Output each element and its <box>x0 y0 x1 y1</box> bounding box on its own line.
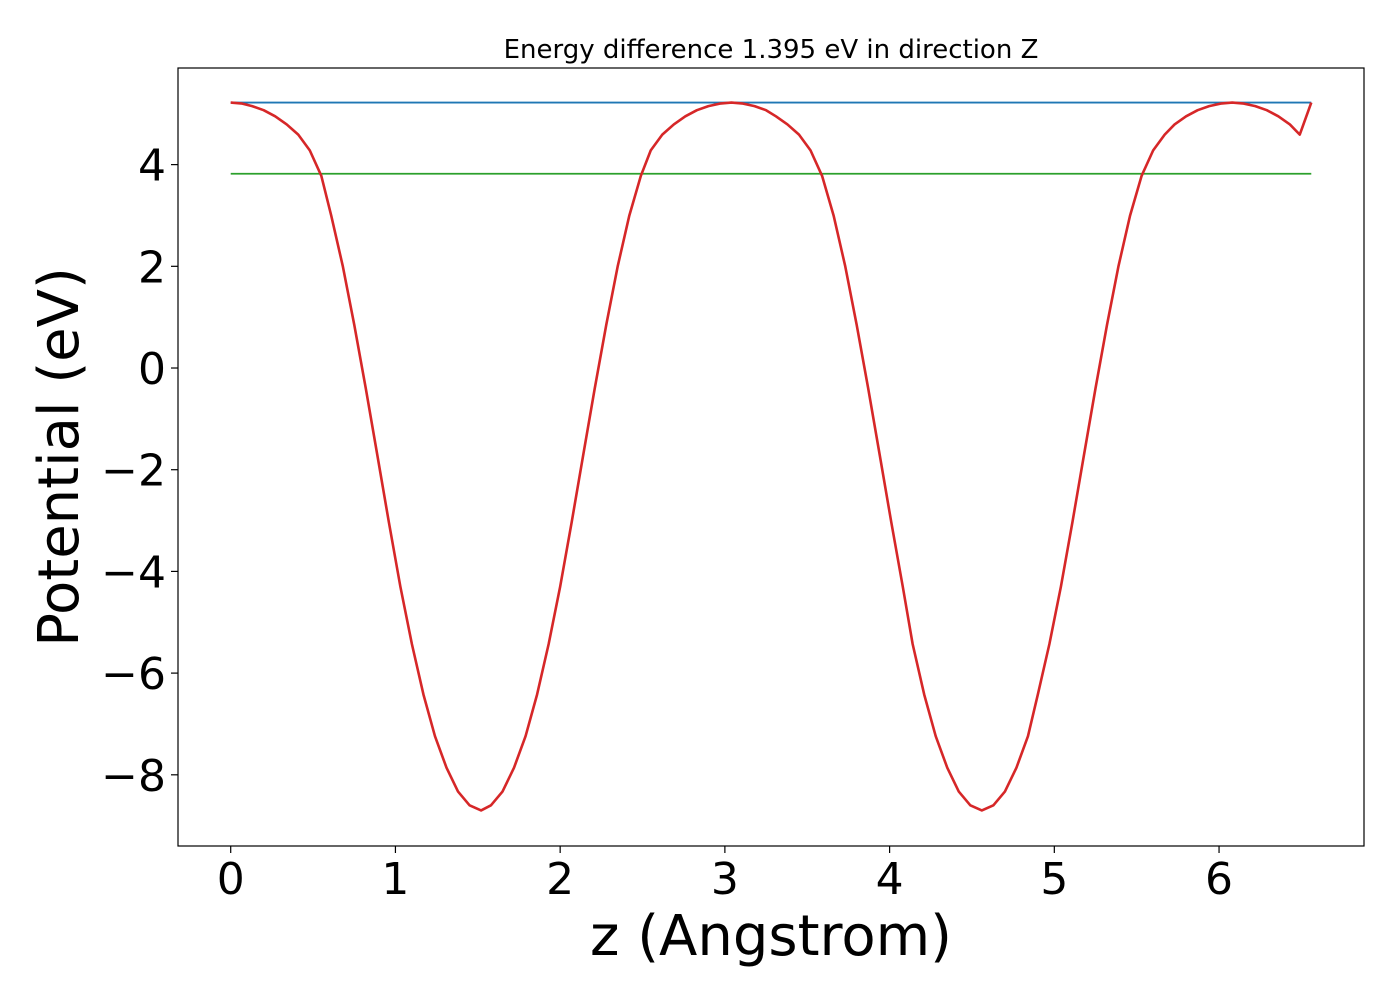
y-axis-label: Potential (eV) <box>27 267 92 647</box>
y-tick-label: −2 <box>101 446 166 497</box>
x-tick-label: 1 <box>381 854 409 905</box>
x-tick-label: 2 <box>546 854 574 905</box>
x-tick-label: 3 <box>711 854 739 905</box>
x-tick-label: 4 <box>876 854 904 905</box>
y-axis: −8 −6 −4 −2 0 2 4 <box>101 141 178 802</box>
x-tick-label: 0 <box>217 854 245 905</box>
plot-frame <box>177 67 1365 847</box>
y-tick-label: −4 <box>101 547 166 598</box>
x-axis-label: z (Angstrom) <box>590 904 952 969</box>
y-tick-label: 4 <box>138 141 166 192</box>
chart-title: Energy difference 1.395 eV in direction … <box>504 35 1039 65</box>
series-layer <box>230 101 1313 812</box>
series-line-0 <box>230 101 1313 812</box>
y-tick-label: 2 <box>138 242 166 293</box>
x-axis: 0 1 2 3 4 5 6 <box>217 846 1233 905</box>
x-tick-label: 6 <box>1205 854 1233 905</box>
x-tick-label: 5 <box>1040 854 1068 905</box>
y-tick-label: −6 <box>101 649 166 700</box>
y-tick-label: 0 <box>138 344 166 395</box>
y-tick-label: −8 <box>101 751 166 802</box>
